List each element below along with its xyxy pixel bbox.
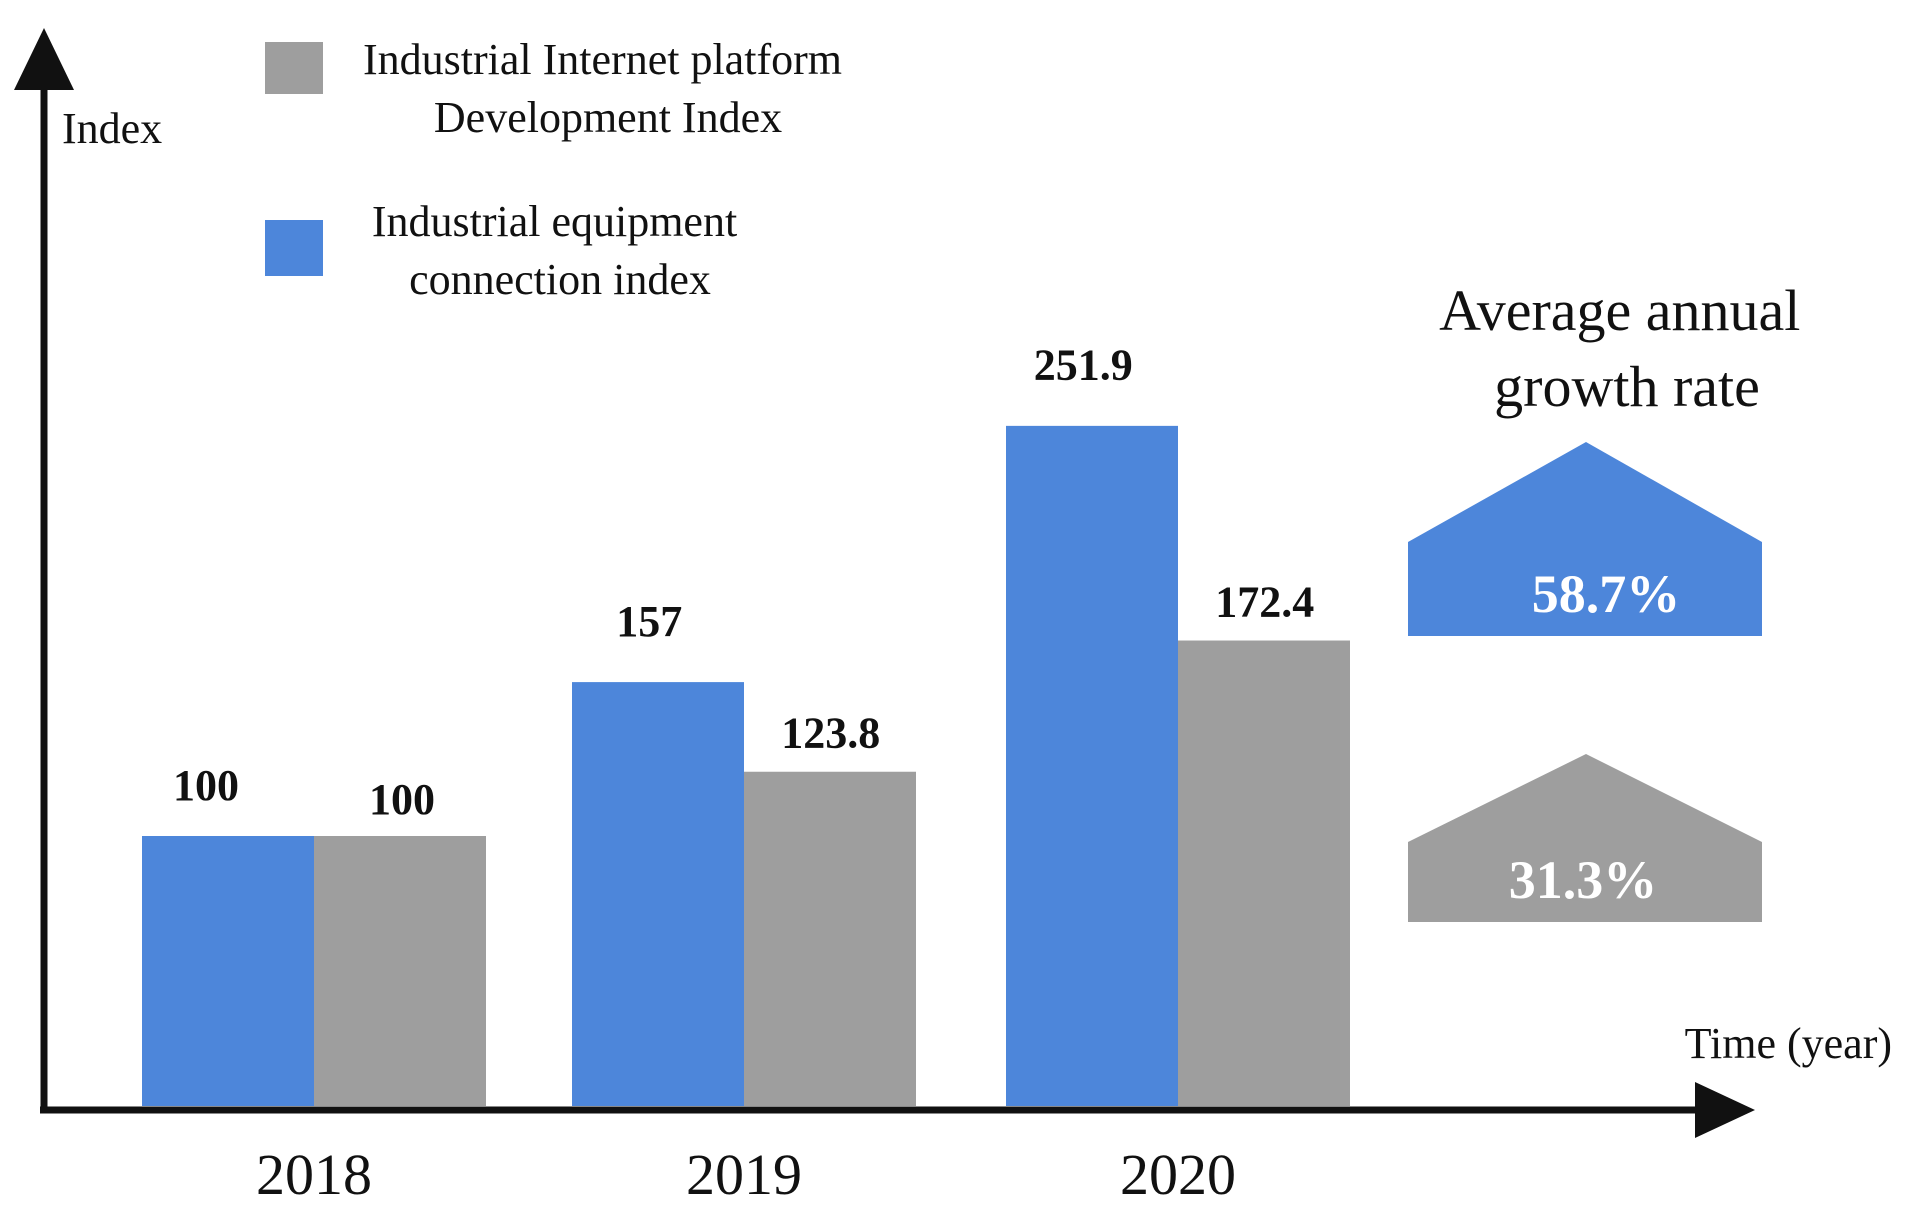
bar-2020-series-1 [1178, 640, 1350, 1106]
x-tick-label-2020: 2020 [1120, 1142, 1236, 1207]
y-axis-title: Index [62, 104, 162, 153]
growth-value-platform: 31.3% [1509, 850, 1658, 910]
x-axis-arrow [1695, 1082, 1755, 1138]
legend-label-equipment: Industrial equipment connection index [372, 197, 748, 304]
x-tick-label-2018: 2018 [256, 1142, 372, 1207]
legend-swatch-equipment [265, 220, 323, 276]
data-label-2020-series-1: 172.4 [1215, 577, 1314, 626]
bar-2018-series-1 [314, 836, 486, 1106]
growth-value-equipment: 58.7% [1532, 564, 1681, 624]
legend-swatch-platform [265, 42, 323, 94]
data-labels-layer: 100 100 157 123.8 251.9 172.4 [173, 341, 1314, 824]
bar-2019-series-1 [744, 771, 916, 1106]
x-tick-label-2019: 2019 [686, 1142, 802, 1207]
data-label-2020-series-0: 251.9 [1034, 341, 1133, 390]
growth-rate-panel: Average annual growth rate 58.7% 31.3% [1408, 278, 1815, 922]
growth-arrow-equipment [1408, 442, 1762, 636]
bars-layer [142, 425, 1350, 1106]
data-label-2018-series-1: 100 [369, 775, 435, 824]
data-label-2019-series-0: 157 [616, 597, 682, 646]
bar-2018-series-0 [142, 836, 314, 1106]
legend: Industrial Internet platform Development… [265, 35, 853, 304]
legend-label-platform: Industrial Internet platform Development… [363, 35, 853, 142]
x-tick-labels: 2018 2019 2020 [256, 1142, 1236, 1207]
data-label-2018-series-0: 100 [173, 761, 239, 810]
bar-2019-series-0 [572, 682, 744, 1106]
y-axis-arrow [14, 28, 74, 90]
x-axis-title: Time (year) [1685, 1019, 1892, 1068]
growth-rate-title: Average annual growth rate [1439, 278, 1815, 419]
data-label-2019-series-1: 123.8 [781, 709, 880, 758]
bar-2020-series-0 [1006, 425, 1178, 1106]
growth-arrow-platform [1408, 754, 1762, 922]
